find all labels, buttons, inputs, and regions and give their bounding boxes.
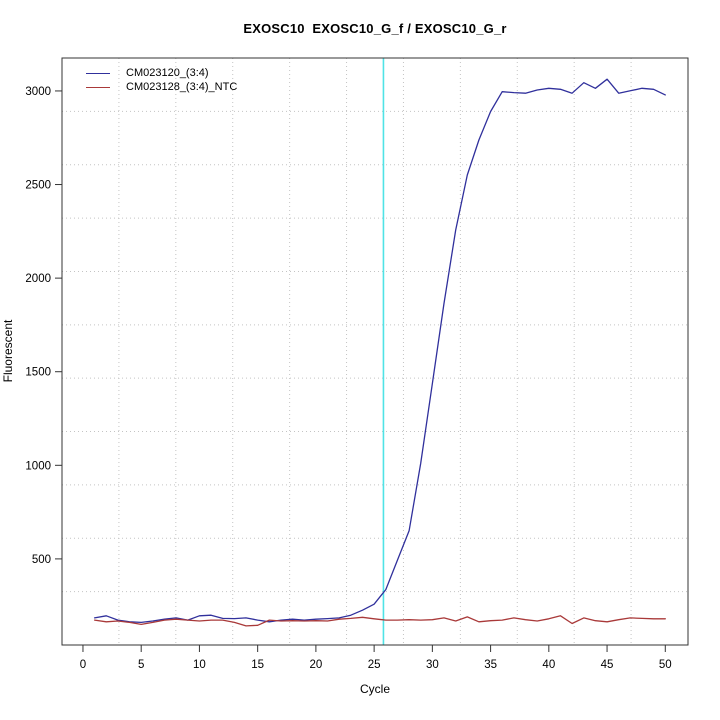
series-line-0	[93, 78, 666, 624]
legend-item-ntc: CM023128_(3:4)_NTC	[86, 80, 237, 94]
y-tick-label: 1000	[25, 460, 51, 472]
x-tick-label: 50	[659, 659, 672, 671]
x-axis-label: Cycle	[359, 682, 390, 696]
x-tick-label: 20	[309, 659, 322, 671]
legend-label-sample: CM023120_(3:4)	[126, 67, 209, 79]
y-axis-label: Fluorescent	[1, 319, 15, 383]
x-tick-label: 40	[542, 659, 555, 671]
x-tick-label: 35	[484, 659, 497, 671]
x-tick-label: 5	[138, 659, 144, 671]
y-tick-label: 2000	[25, 273, 51, 285]
x-tick-label: 25	[368, 659, 381, 671]
chart-title: EXOSC10 EXOSC10_G_f / EXOSC10_G_r	[243, 21, 507, 36]
y-tick-label: 1500	[25, 367, 51, 379]
y-tick-label: 3000	[25, 86, 51, 98]
x-tick-label: 10	[193, 659, 206, 671]
series-line-1	[93, 615, 666, 627]
legend-label-ntc: CM023128_(3:4)_NTC	[126, 81, 238, 93]
x-tick-label: 0	[80, 659, 86, 671]
legend: CM023120_(3:4) CM023128_(3:4)_NTC	[86, 66, 237, 94]
y-tick-label: 500	[32, 554, 51, 566]
plot-box	[61, 57, 689, 646]
legend-item-sample: CM023120_(3:4)	[86, 66, 237, 80]
x-tick-label: 45	[601, 659, 614, 671]
x-tick-label: 30	[426, 659, 439, 671]
y-tick-label: 2500	[25, 180, 51, 192]
x-tick-label: 15	[251, 659, 264, 671]
legend-line-sample-icon	[86, 72, 110, 74]
legend-line-ntc-icon	[86, 86, 110, 88]
